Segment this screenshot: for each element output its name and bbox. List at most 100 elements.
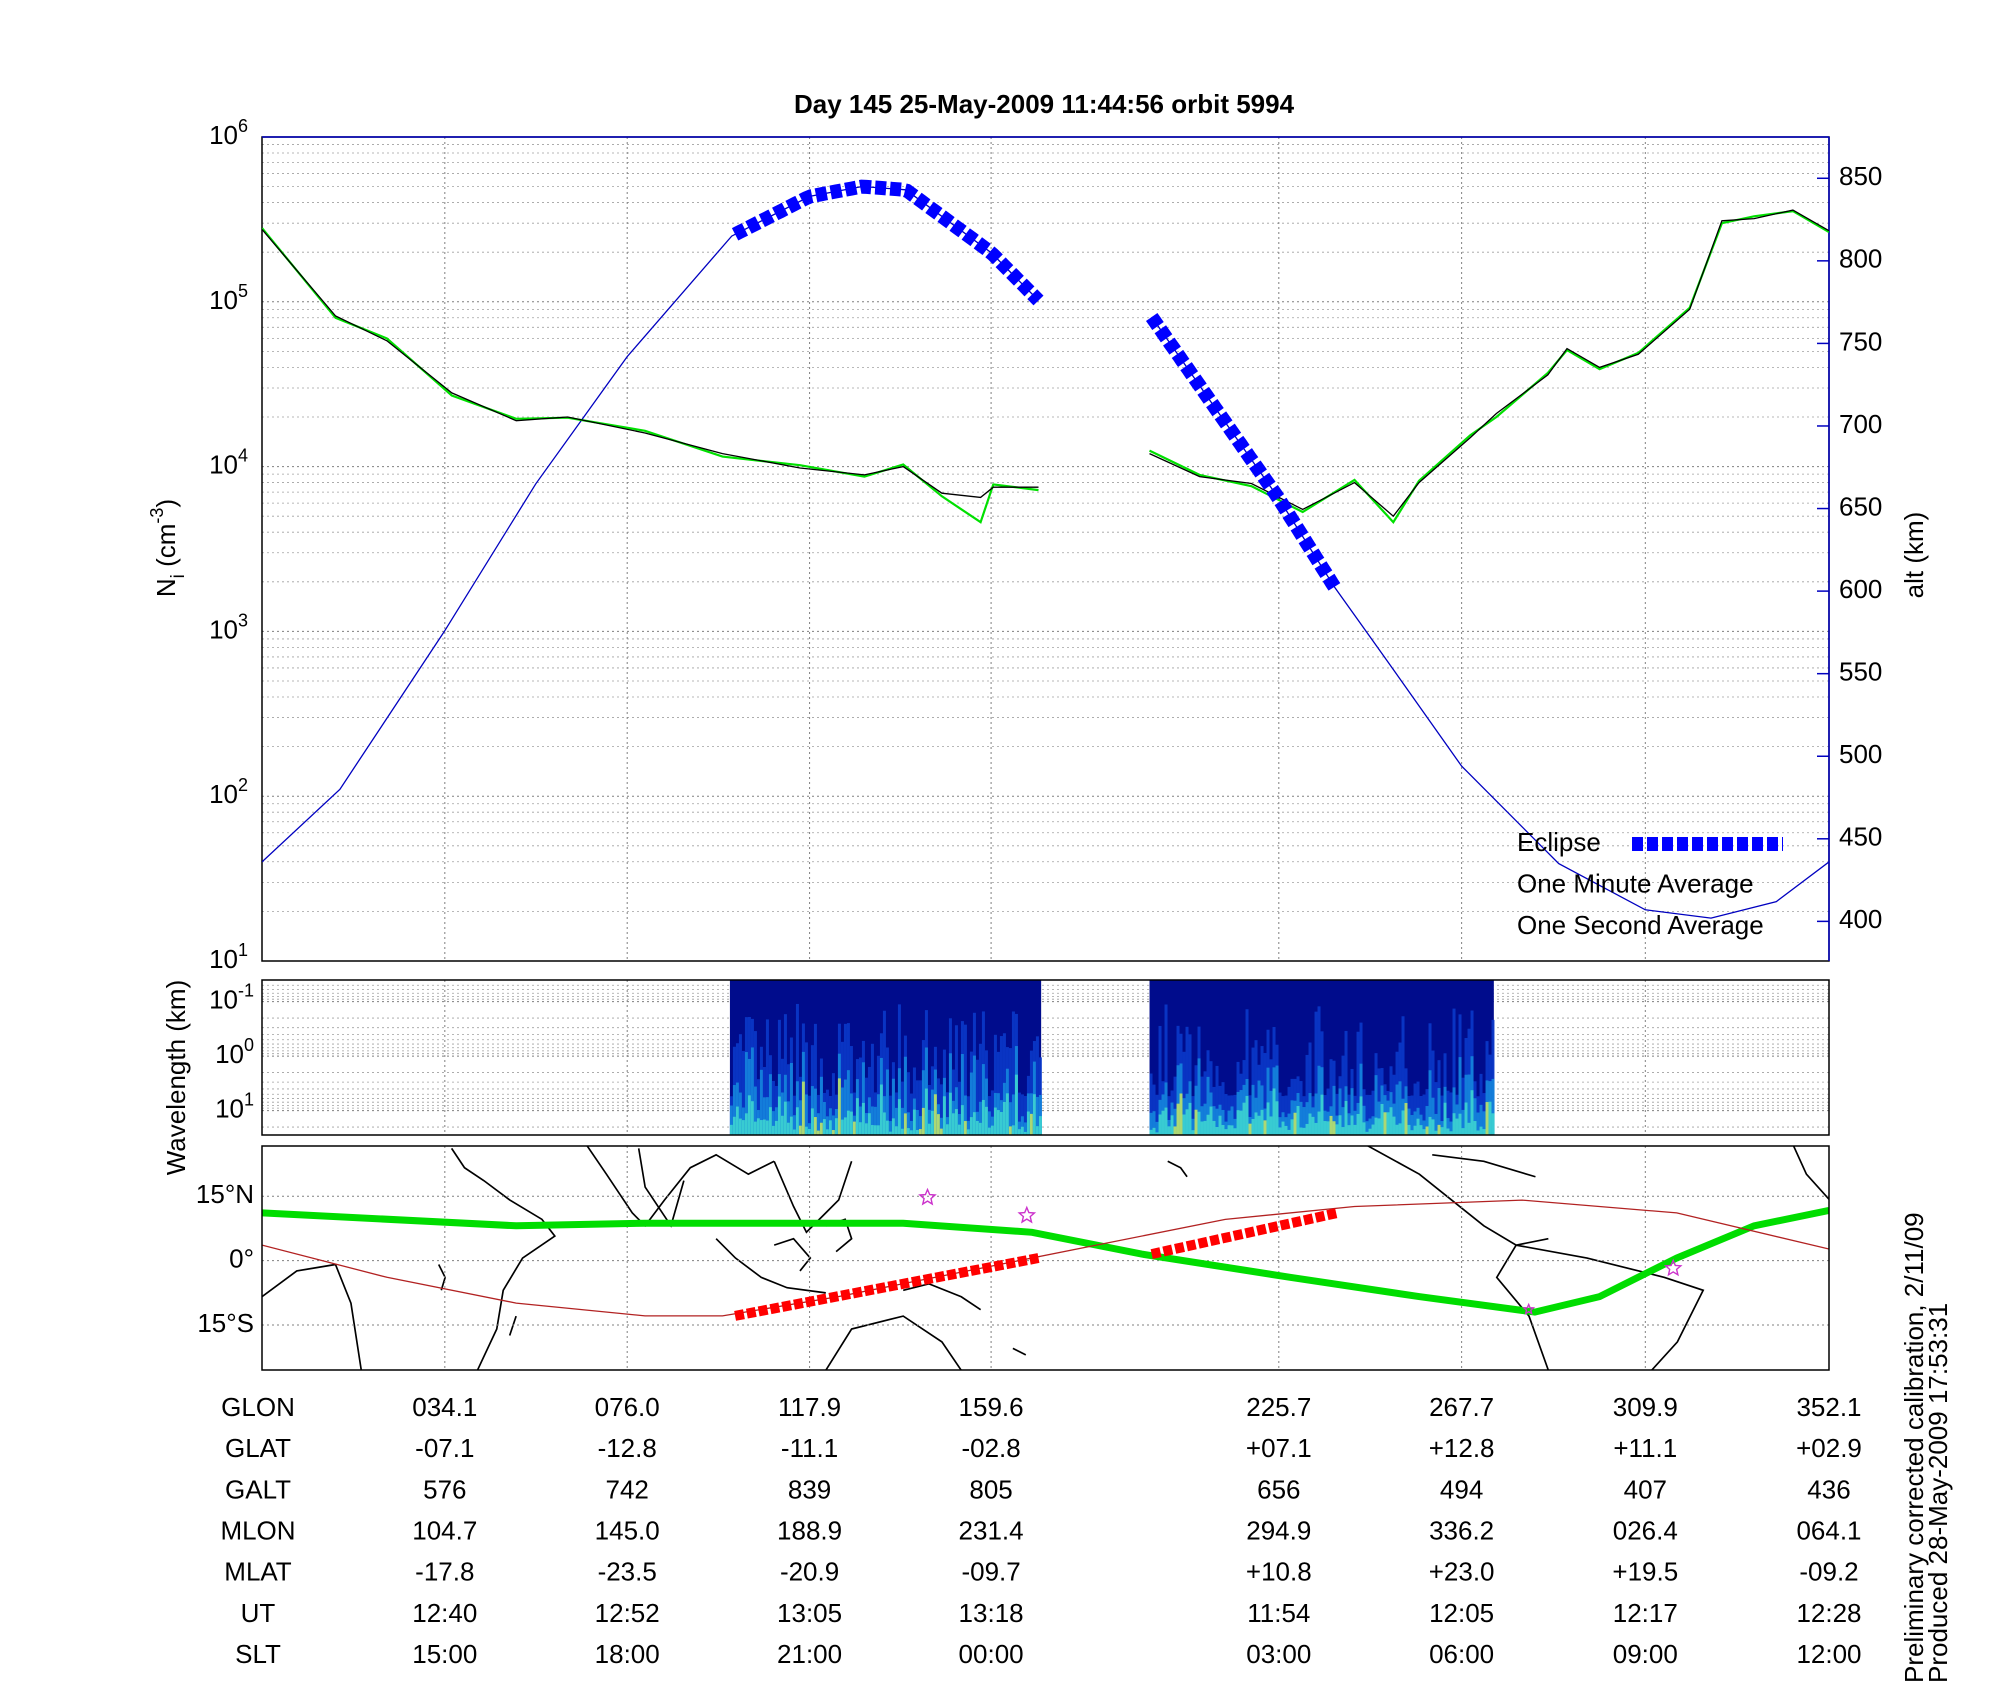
- tick-base: 10: [215, 1039, 244, 1069]
- y2-tick-label: 750: [1839, 326, 1882, 356]
- spectrogram-cell: [825, 1089, 829, 1135]
- spectrogram-cell: [1440, 1127, 1444, 1135]
- spectrogram-cell: [789, 1116, 793, 1135]
- spectrogram-cell: [1473, 1121, 1477, 1135]
- spectrogram-cell: [1389, 1107, 1393, 1135]
- spectrogram-cell: [1305, 1102, 1309, 1135]
- cell: 12:05: [1429, 1598, 1494, 1628]
- cell: +02.9: [1796, 1433, 1862, 1463]
- spectrogram-cell: [1308, 1113, 1312, 1135]
- y2-tick-label: 650: [1839, 491, 1882, 521]
- spectrogram-cell: [921, 1070, 925, 1135]
- spectrogram-cell: [831, 1073, 835, 1135]
- spectrogram-cell: [1203, 1120, 1207, 1135]
- spectrogram-cell: [927, 1109, 931, 1135]
- spectrogram-texture: [1149, 1004, 1495, 1135]
- spectrogram-cell: [1212, 1106, 1216, 1135]
- spectrogram-cell: [756, 1079, 760, 1135]
- spectrogram-cell: [1008, 1102, 1012, 1135]
- spectrogram-cell: [1302, 1107, 1306, 1135]
- spectrogram-cell: [1488, 1101, 1492, 1135]
- spectrogram-cell: [1374, 1117, 1378, 1135]
- spectrogram-cell: [849, 1111, 853, 1135]
- spectrogram-cell: [1434, 1130, 1438, 1135]
- spectrogram-cell: [966, 1120, 970, 1135]
- spectrogram-cell: [1158, 1025, 1162, 1135]
- spectrogram-cell: [864, 1123, 868, 1135]
- spectrogram-cell: [1011, 1094, 1015, 1135]
- y-tick-label: 100: [215, 1035, 254, 1069]
- spectrogram-cell: [945, 1092, 949, 1135]
- spectrogram-cell: [873, 1125, 877, 1135]
- spectrogram-cell: [1194, 1109, 1198, 1135]
- spectrogram-cell: [888, 1095, 892, 1135]
- spectrogram-cell: [927, 1123, 931, 1135]
- spectrogram-cell: [882, 1010, 886, 1135]
- y-tick-label: 106: [209, 116, 248, 150]
- spectrogram-cell: [861, 1062, 865, 1135]
- spectrogram-cell: [1035, 1126, 1039, 1135]
- spectrogram-cell: [906, 1128, 910, 1135]
- spectrogram-cell: [1224, 1129, 1228, 1135]
- spectrogram-cell: [930, 1110, 934, 1135]
- spectrogram-cell: [1335, 1124, 1339, 1135]
- cell: -02.8: [961, 1433, 1020, 1463]
- spectrogram-cell: [1266, 1102, 1270, 1135]
- spectrogram-cell: [1470, 1090, 1474, 1135]
- spectrogram-cell: [1212, 1120, 1216, 1135]
- spectrogram-cell: [1182, 1114, 1186, 1135]
- cell: +23.0: [1429, 1557, 1495, 1587]
- spectrogram-cell: [987, 1127, 991, 1135]
- spectrogram-cell: [918, 1129, 922, 1135]
- spectrogram-cell: [1284, 1095, 1288, 1135]
- spectrogram-cell: [957, 1114, 961, 1135]
- spectrogram-cell: [1221, 1125, 1225, 1135]
- spectrogram-cell: [1152, 1111, 1156, 1135]
- spectrogram-cell: [819, 1122, 823, 1135]
- tick-exponent: 5: [238, 281, 248, 301]
- spectrogram-cell: [1374, 1075, 1378, 1135]
- y-tick-label: 15°S: [197, 1308, 254, 1338]
- spectrogram-cell: [1287, 1086, 1291, 1135]
- spectrogram-cell: [1035, 1096, 1039, 1135]
- spectrogram-cell: [1230, 1106, 1234, 1135]
- spectrogram-cell: [984, 1078, 988, 1135]
- spectrogram-cell: [1299, 1101, 1303, 1135]
- spectrogram-cell: [822, 1102, 826, 1135]
- spectrogram-cell: [1302, 1127, 1306, 1135]
- spectrogram-cell: [909, 1093, 913, 1135]
- label-sub: i: [168, 574, 189, 578]
- tick-exponent: -1: [238, 980, 254, 1000]
- spectrogram-cell: [963, 1095, 967, 1135]
- chart-title: Day 145 25-May-2009 11:44:56 orbit 5994: [794, 89, 1295, 119]
- y-tick-label: 104: [209, 445, 248, 479]
- spectrogram-cell: [1263, 1120, 1267, 1135]
- spectrogram-cell: [759, 1069, 763, 1135]
- cell: 064.1: [1796, 1515, 1861, 1545]
- spectrogram-cell: [729, 1105, 733, 1135]
- spectrogram-cell: [858, 1057, 862, 1135]
- spectrogram-cell: [843, 1117, 847, 1135]
- spectrogram-cell: [1200, 1121, 1204, 1135]
- spectrogram-cell: [1440, 1095, 1444, 1135]
- spectrogram-cell: [1176, 1065, 1180, 1135]
- spectrogram-cell: [1029, 1050, 1033, 1135]
- star: [1522, 1302, 1536, 1315]
- spectrogram-cell: [1371, 1124, 1375, 1135]
- label-unit: (cm: [151, 524, 181, 575]
- tick-base: 10: [209, 449, 238, 479]
- spectrogram-cell: [1425, 1106, 1429, 1135]
- spectrogram-cell: [957, 1081, 961, 1135]
- spectrogram-cell: [768, 1107, 772, 1135]
- spectrogram-cell: [939, 1117, 943, 1135]
- spectrogram-cell: [1158, 1114, 1162, 1135]
- spectrogram-cell: [1245, 1095, 1249, 1135]
- spectrogram-cell: [1161, 1110, 1165, 1135]
- spectrogram-cell: [1317, 1065, 1321, 1135]
- y-tick-label: 102: [209, 775, 248, 809]
- spectrogram-cell: [1368, 1094, 1372, 1135]
- spectrogram-cell: [1023, 1095, 1027, 1135]
- spectrogram-cell: [753, 1031, 757, 1135]
- spectrogram-cell: [1152, 1127, 1156, 1135]
- spectrogram-cell: [999, 1036, 1003, 1135]
